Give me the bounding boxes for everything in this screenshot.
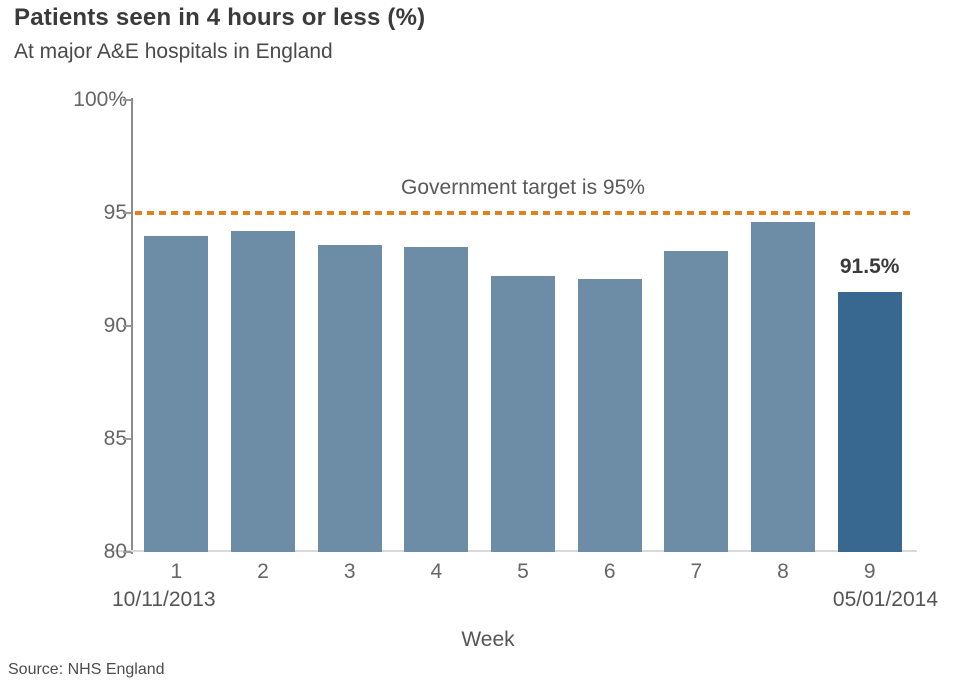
x-axis-start-date: 10/11/2013	[112, 588, 216, 611]
x-tick-label-4: 4	[430, 560, 443, 583]
highlight-value-label: 91.5%	[839, 255, 900, 279]
x-tick-label-3: 3	[343, 560, 356, 583]
source-credit: Source: NHS England	[8, 661, 165, 678]
bar-week-4	[404, 246, 469, 552]
target-line	[135, 211, 915, 215]
y-tick-mark-95	[123, 212, 131, 214]
y-tick-mark-85	[123, 438, 131, 440]
y-tick-mark-80	[123, 551, 131, 553]
x-tick-label-6: 6	[603, 560, 616, 583]
x-axis-end-date: 05/01/2014	[832, 588, 938, 611]
x-tick-label-8: 8	[777, 560, 789, 583]
bar-week-6	[577, 278, 642, 552]
x-tick-label-2: 2	[257, 560, 269, 583]
y-tick-label-100: 100%	[73, 88, 127, 111]
x-tick-label-9: 9	[863, 560, 876, 583]
bar-week-2	[231, 231, 295, 552]
bar-week-1	[144, 235, 209, 552]
bar-week-3	[317, 244, 382, 552]
bar-week-7	[664, 251, 729, 552]
bar-week-9	[837, 292, 902, 552]
bar-week-5	[491, 276, 555, 552]
y-axis-line	[131, 98, 133, 554]
y-tick-label-90: 90	[103, 314, 127, 337]
target-line-label: Government target is 95%	[401, 176, 645, 199]
bar-week-8	[751, 222, 815, 552]
x-axis-title: Week	[461, 628, 515, 651]
x-tick-label-5: 5	[517, 560, 529, 583]
chart-subtitle: At major A&E hospitals in England	[14, 40, 333, 63]
y-tick-label-85: 85	[103, 427, 127, 450]
x-tick-label-7: 7	[690, 560, 703, 583]
plot-area: Government target is 95% 91.5% 10/11/201…	[73, 88, 938, 611]
y-tick-label-80: 80	[103, 540, 127, 563]
y-tick-label-95: 95	[103, 201, 127, 224]
x-tick-label-1: 1	[170, 560, 183, 583]
y-tick-mark-90	[123, 325, 131, 327]
y-tick-mark-100	[123, 99, 131, 101]
chart-title: Patients seen in 4 hours or less (%)	[14, 4, 426, 31]
